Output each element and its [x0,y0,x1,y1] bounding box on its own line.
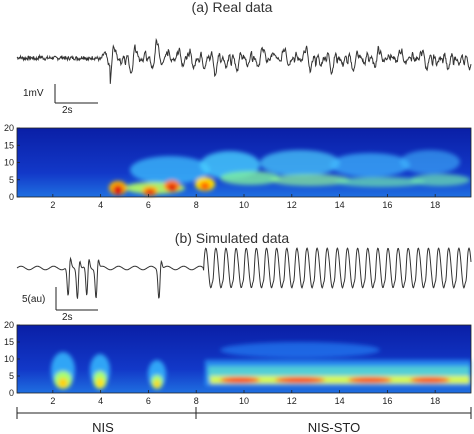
panel-b-title: (b) Simulated data [175,230,290,246]
xtick-label: 8 [194,396,199,406]
ytick-label: 20 [4,320,14,330]
ytick-label: 20 [4,123,14,133]
segment-label-nis-sto: NIS-STO [308,420,361,434]
spectrogram-a-yticks: 0 5 10 15 20 [4,123,20,202]
spectrogram-b-blob [348,377,392,383]
spectrogram-b-blob [154,380,160,388]
spectrogram-a-blob [113,185,123,195]
xtick-label: 14 [335,200,345,210]
spectrogram-b-xticks: 2 4 6 8 10 12 14 16 18 [50,390,440,406]
xtick-label: 18 [430,200,440,210]
spectrogram-b-blob [275,377,325,383]
spectrogram-a-blob [260,150,340,176]
spectrogram-a: 0 5 10 15 20 2 4 6 8 10 12 14 16 18 [4,123,472,210]
xtick-label: 10 [239,396,249,406]
spectrogram-b-blob [220,377,260,383]
scalebar-a: 1mV 2s [23,84,98,116]
xtick-label: 8 [194,200,199,210]
spectrogram-a-blob [220,171,280,185]
segment-annotation: NIS NIS-STO [16,407,472,434]
spectrogram-a-blob [168,184,176,192]
xtick-label: 16 [382,200,392,210]
spectrogram-b-yticks: 0 5 10 15 20 [4,320,20,398]
xtick-label: 4 [98,200,103,210]
xtick-label: 16 [382,396,392,406]
xtick-label: 6 [146,396,151,406]
spectrogram-b-band [210,376,470,384]
xtick-label: 2 [50,200,55,210]
spectrogram-a-blob [410,174,470,186]
ytick-label: 10 [4,354,14,364]
spectrogram-b-blob [96,378,104,388]
segment-label-nis: NIS [92,420,114,434]
scalebar-a-time-label: 2s [62,105,73,116]
ytick-label: 5 [9,175,14,185]
ytick-label: 15 [4,337,14,347]
xtick-label: 18 [430,396,440,406]
scalebar-b-time-label: 2s [62,312,73,323]
spectrogram-b-blob [58,378,68,388]
scalebar-b: 5(au) 2s [22,287,98,323]
real-eeg-trace [16,37,472,84]
spectrogram-b-blob [410,377,450,383]
xtick-label: 4 [98,396,103,406]
spectrogram-a-blob [270,174,350,186]
simulated-trace [16,247,472,299]
spectrogram-a-blob [330,153,410,177]
spectrogram-a-blob [200,182,210,190]
ytick-label: 0 [9,192,14,202]
spectrogram-a-blob [400,150,460,174]
xtick-label: 12 [287,396,297,406]
xtick-label: 12 [287,200,297,210]
spectrogram-b: 0 5 10 15 20 2 4 6 8 10 12 14 16 18 [4,320,472,406]
panel-a-title: (a) Real data [192,0,273,15]
ytick-label: 10 [4,158,14,168]
scalebar-b-amplitude-label: 5(au) [22,294,45,305]
xtick-label: 14 [335,396,345,406]
spectrogram-b-blob [220,342,380,358]
ytick-label: 5 [9,371,14,381]
spectrogram-a-blob [145,189,155,195]
ytick-label: 15 [4,140,14,150]
scalebar-a-amplitude-label: 1mV [23,88,44,99]
spectrogram-a-blob [130,156,210,184]
ytick-label: 0 [9,388,14,398]
spectrogram-a-xticks: 2 4 6 8 10 12 14 16 18 [50,194,440,210]
xtick-label: 6 [146,200,151,210]
xtick-label: 2 [50,396,55,406]
xtick-label: 10 [239,200,249,210]
spectrogram-a-blob [335,177,425,187]
